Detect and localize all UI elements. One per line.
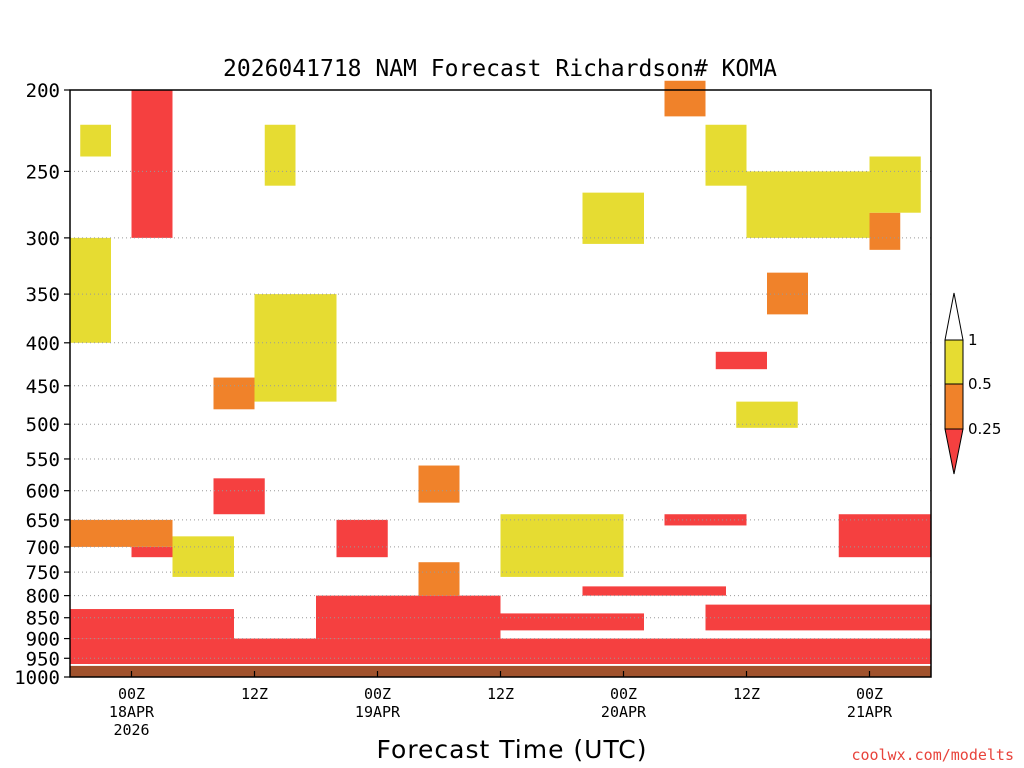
y-tick-label: 300 — [26, 228, 60, 250]
heat-cell — [264, 124, 296, 186]
heat-cell — [500, 514, 624, 577]
x-tick-label: 18APR — [109, 703, 155, 721]
y-tick-label: 450 — [26, 376, 60, 398]
x-tick-label: 00Z — [118, 685, 145, 703]
y-tick-label: 850 — [26, 608, 60, 630]
heat-cell — [70, 609, 234, 639]
y-tick-label: 750 — [26, 562, 60, 584]
legend-label: 1 — [968, 331, 978, 349]
y-tick-label: 1000 — [14, 667, 60, 689]
heat-cell — [398, 613, 644, 631]
heat-cell — [582, 586, 726, 596]
heat-cell — [746, 171, 870, 238]
x-tick-label: 20APR — [601, 703, 647, 721]
heat-cell — [869, 212, 901, 250]
heat-cell — [736, 401, 798, 428]
legend-label: 0.25 — [968, 420, 1001, 438]
heat-cell — [664, 80, 706, 117]
heat-cell — [418, 465, 460, 503]
y-tick-label: 650 — [26, 510, 60, 532]
y-tick-label: 350 — [26, 284, 60, 306]
heat-cell — [418, 562, 460, 596]
heat-cell — [767, 272, 808, 315]
x-axis-label: Forecast Time (UTC) — [377, 735, 648, 764]
credit-text[interactable]: coolwx.com/modelts — [851, 746, 1014, 764]
y-axis: 200 250 300 350 400 450 500 550 600 650 700 7508008… — [14, 80, 70, 689]
legend-arrow-top — [944, 292, 964, 341]
y-tick-label: 500 — [26, 414, 60, 436]
heatmap-cells — [70, 80, 931, 665]
chart-title: 2026041718 NAM Forecast Richardson# KOMA — [223, 56, 777, 82]
x-tick-label: 12Z — [487, 685, 514, 703]
heat-cell — [172, 536, 234, 577]
heat-cell — [838, 514, 931, 558]
heat-cell — [131, 90, 173, 238]
x-tick-label: 12Z — [241, 685, 268, 703]
y-tick-label: 250 — [26, 161, 60, 183]
x-tick-label: 21APR — [847, 703, 893, 721]
heat-cell — [336, 519, 388, 558]
heat-cell — [70, 519, 173, 547]
x-tick-label: 12Z — [733, 685, 760, 703]
x-tick-label: 19APR — [355, 703, 401, 721]
heat-cell — [715, 351, 767, 370]
y-tick-label: 900 — [26, 629, 60, 651]
heat-cell — [582, 192, 644, 244]
heat-cell — [213, 478, 265, 515]
heat-cell — [664, 514, 747, 526]
x-tick-label: 00Z — [364, 685, 391, 703]
heat-cell — [70, 638, 931, 665]
x-tick-label: 00Z — [856, 685, 883, 703]
heat-cell — [254, 294, 337, 402]
legend-swatch — [944, 339, 964, 385]
y-tick-label: 200 — [26, 80, 60, 102]
heat-cell — [131, 546, 173, 558]
heat-cell — [80, 124, 111, 157]
y-tick-label: 950 — [26, 648, 60, 670]
y-tick-label: 600 — [26, 481, 60, 503]
y-tick-label: 400 — [26, 333, 60, 355]
heat-cell — [70, 237, 111, 343]
heat-cell — [213, 377, 255, 410]
y-tick-label: 550 — [26, 449, 60, 471]
heat-cell — [705, 124, 747, 186]
x-tick-label: 2026 — [113, 721, 149, 739]
legend-arrow-bottom — [944, 428, 964, 475]
y-tick-label: 700 — [26, 537, 60, 559]
legend-label: 0.5 — [968, 375, 992, 393]
legend-swatch — [944, 383, 964, 430]
heat-cell — [869, 156, 921, 213]
y-tick-label: 800 — [26, 586, 60, 608]
x-tick-label: 00Z — [610, 685, 637, 703]
colorbar-legend: 1 0.5 0.25 — [944, 292, 1001, 475]
